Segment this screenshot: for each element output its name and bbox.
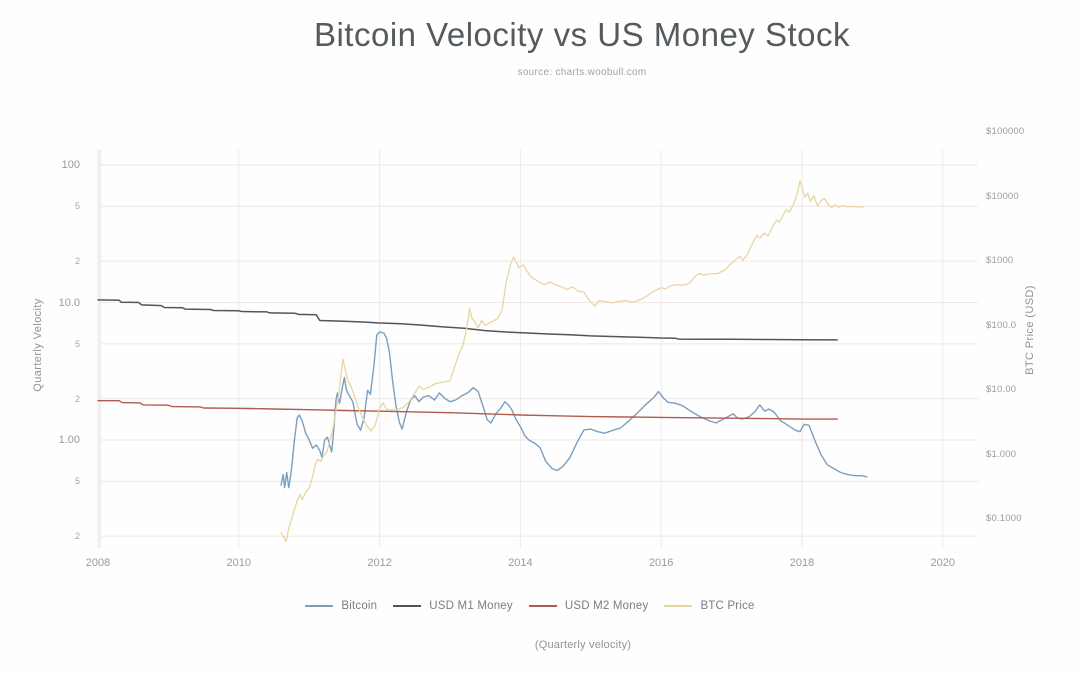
legend-swatch [305,605,334,607]
legend-label: USD M2 Money [564,600,649,612]
legend-label: Bitcoin [341,600,378,612]
chart-caption: (Quarterly velocity) [534,639,632,651]
right-axis-tick-label: $0.1000 [986,513,1022,524]
legend-label: USD M1 Money [429,600,513,612]
left-axis-tick-label: 5 [74,338,80,349]
legend-item-usd-m1-money[interactable]: USD M1 Money [393,600,513,612]
x-axis-tick-label: 2012 [367,557,392,569]
left-axis-tick-label: 10.0 [58,296,80,309]
legend-item-btc-price[interactable]: BTC Price [664,600,754,612]
left-axis-title: Quarterly Velocity [32,298,44,392]
x-axis-tick-label: 2008 [85,557,111,569]
series-line-bitcoin [280,331,868,489]
right-axis-tick-label: $10.00 [986,384,1017,395]
x-axis-tick-label: 2010 [226,557,252,569]
x-axis-tick-label: 2016 [648,557,674,569]
left-axis-tick-label: 5 [74,201,80,212]
legend-label: BTC Price [700,600,755,612]
legend-item-usd-m2-money[interactable]: USD M2 Money [528,600,649,612]
left-axis-tick-label: 2 [74,256,80,267]
left-axis-tick-label: 2 [74,393,80,404]
legend-swatch [664,605,693,607]
x-axis-tick-label: 2014 [508,557,533,569]
series-line-usd-m1-money [97,299,838,341]
right-axis-tick-label: $1000 [986,255,1014,266]
series-line-usd-m2-money [97,400,838,420]
chart-subtitle: source: charts.woobull.com [517,67,647,78]
legend-item-bitcoin[interactable]: Bitcoin [305,600,377,612]
series-line-btc-price [280,180,865,543]
chart-title: Bitcoin Velocity vs US Money Stock [313,16,851,53]
left-axis-tick-label: 5 [74,476,80,487]
left-axis-tick-label: 1.00 [58,434,80,446]
right-axis-tick-label: $10000 [986,190,1019,202]
legend-swatch [528,605,557,607]
legend-swatch [393,605,422,607]
left-axis-tick-label: 100 [61,159,80,171]
right-axis-tick-label: $100.0 [986,319,1017,331]
x-axis-tick-label: 2018 [789,557,815,569]
x-axis-tick-label: 2020 [930,557,956,569]
right-axis-title: BTC Price (USD) [1024,285,1036,375]
legend: Bitcoin USD M1 Money USD M2 Money BTC Price [80,600,980,612]
left-axis-tick-label: 2 [74,531,80,542]
right-axis-tick-label: $1.000 [986,448,1017,460]
right-axis-tick-label: $100000 [986,126,1025,137]
